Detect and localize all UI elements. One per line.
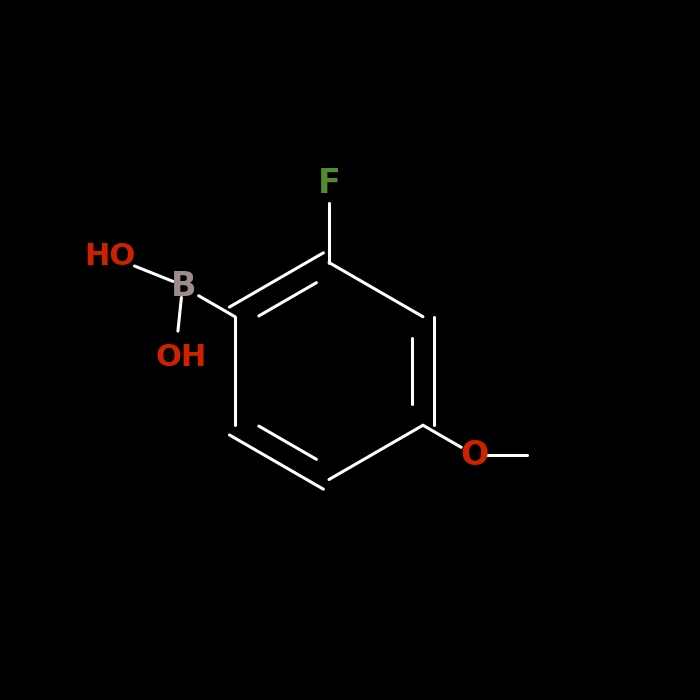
Text: OH: OH <box>156 342 207 372</box>
Text: O: O <box>461 438 489 472</box>
Text: B: B <box>171 270 196 304</box>
Text: HO: HO <box>85 242 136 272</box>
Text: F: F <box>318 167 340 200</box>
